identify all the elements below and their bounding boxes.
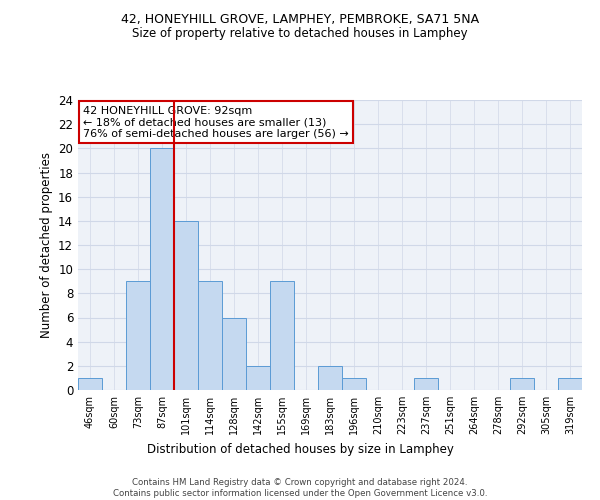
Text: Size of property relative to detached houses in Lamphey: Size of property relative to detached ho… <box>132 28 468 40</box>
Bar <box>414 378 438 390</box>
Text: Contains HM Land Registry data © Crown copyright and database right 2024.
Contai: Contains HM Land Registry data © Crown c… <box>113 478 487 498</box>
Bar <box>510 378 534 390</box>
Bar <box>78 378 102 390</box>
Bar <box>198 281 222 390</box>
Bar <box>318 366 342 390</box>
Bar <box>222 318 246 390</box>
Bar <box>150 148 174 390</box>
Bar <box>342 378 366 390</box>
Bar <box>246 366 270 390</box>
Text: 42, HONEYHILL GROVE, LAMPHEY, PEMBROKE, SA71 5NA: 42, HONEYHILL GROVE, LAMPHEY, PEMBROKE, … <box>121 12 479 26</box>
Bar <box>270 281 294 390</box>
Bar <box>126 281 150 390</box>
Y-axis label: Number of detached properties: Number of detached properties <box>40 152 53 338</box>
Text: 42 HONEYHILL GROVE: 92sqm
← 18% of detached houses are smaller (13)
76% of semi-: 42 HONEYHILL GROVE: 92sqm ← 18% of detac… <box>83 106 349 139</box>
Text: Distribution of detached houses by size in Lamphey: Distribution of detached houses by size … <box>146 442 454 456</box>
Bar <box>558 378 582 390</box>
Bar <box>174 221 198 390</box>
